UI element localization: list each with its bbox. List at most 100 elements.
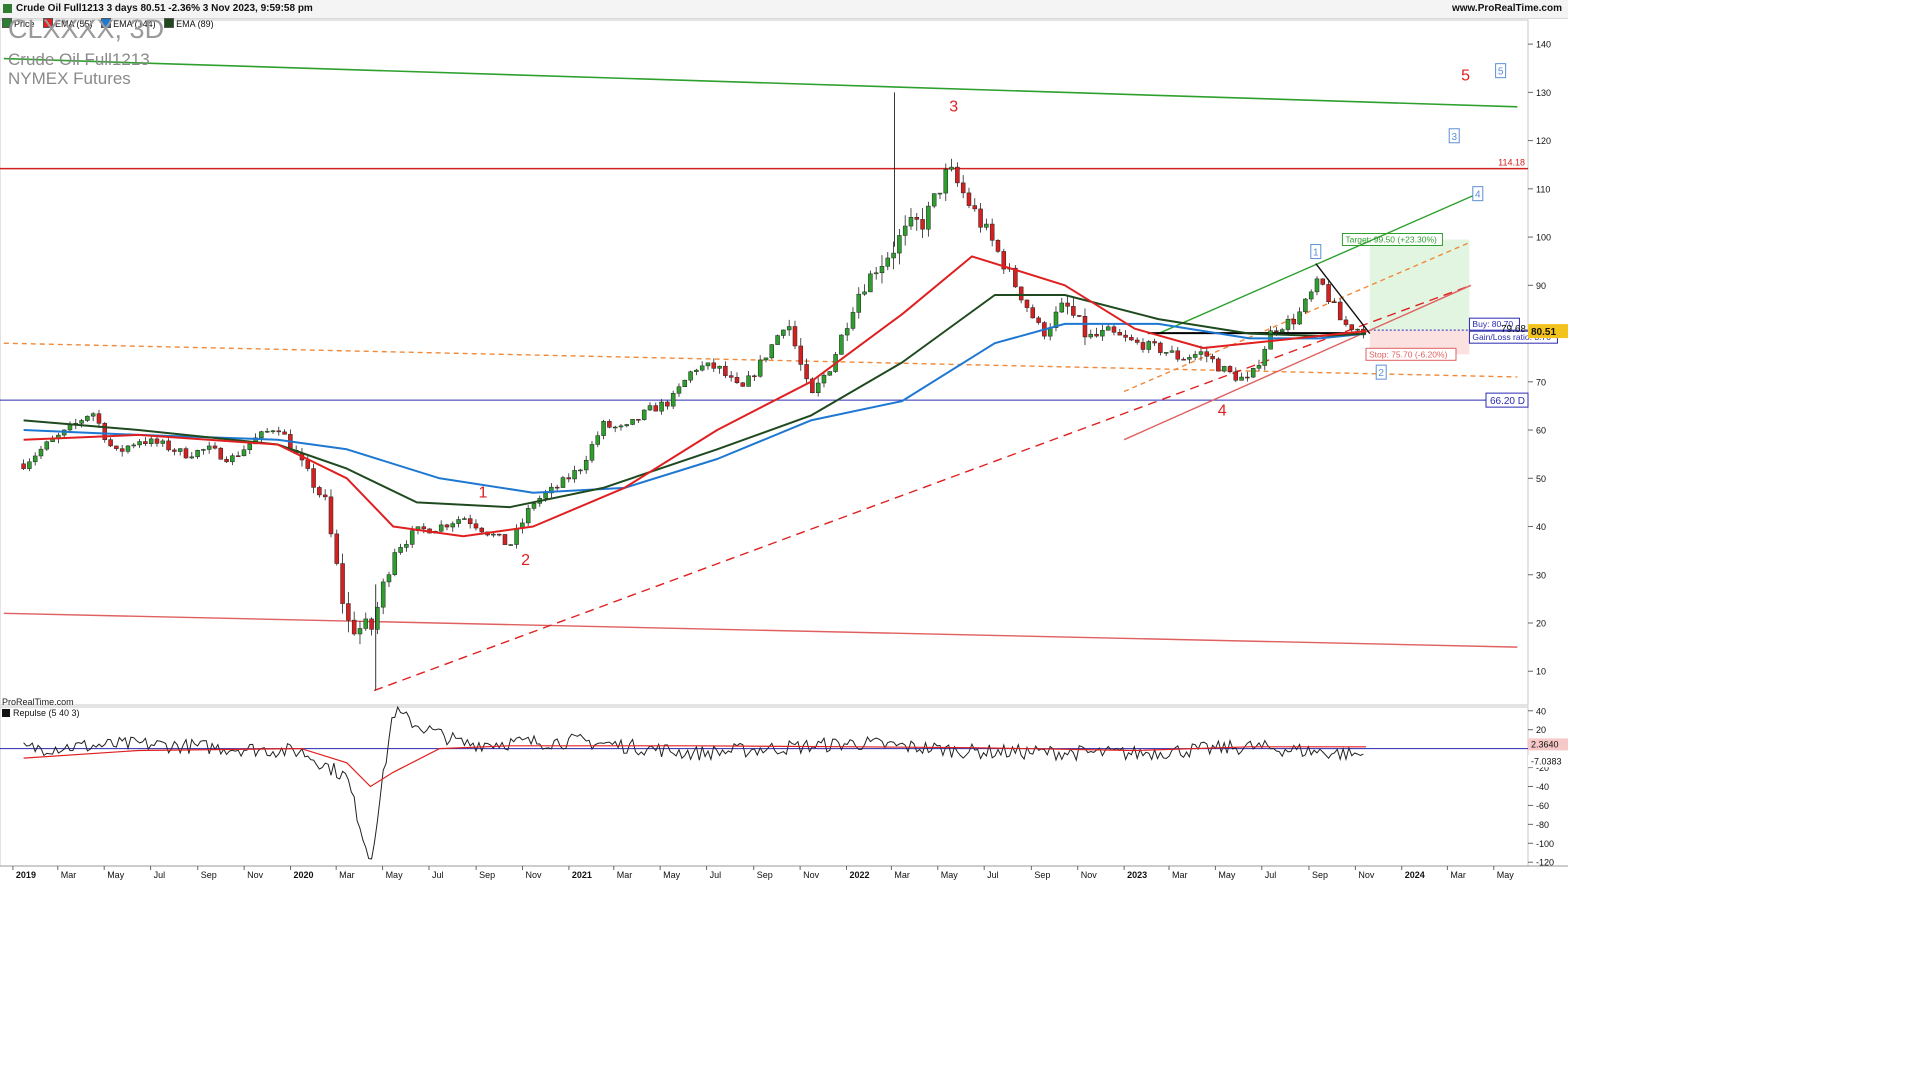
indicator-tick-label-4: -60 <box>1536 801 1549 811</box>
symbol-name: Crude Oil Full1213 <box>8 50 150 69</box>
candle-body <box>508 544 514 546</box>
candle <box>1308 289 1314 302</box>
candle-body <box>166 440 171 451</box>
repulse-fast-line <box>23 705 1364 860</box>
indicator-tick-label-5: -80 <box>1536 820 1549 830</box>
candle-body <box>549 486 554 494</box>
candle <box>311 463 316 494</box>
candle <box>224 456 229 463</box>
candle <box>1169 345 1175 353</box>
candle <box>346 592 351 633</box>
candle <box>960 175 966 199</box>
candle <box>1175 347 1181 362</box>
indicator-panel-legend[interactable]: Repulse (5 40 3) <box>2 708 80 718</box>
candle-body <box>566 477 572 480</box>
candle-body <box>514 528 519 545</box>
repulse-slow-line <box>23 745 1366 788</box>
price-chart: 1401301201101009080706050403020104020-20… <box>0 19 1568 880</box>
candle <box>1094 327 1099 338</box>
candle-body <box>1100 330 1105 337</box>
candle <box>902 215 908 246</box>
candle-body <box>404 544 409 548</box>
legend-swatch-ema55 <box>43 18 54 28</box>
target-label: Target: 99.50 (+23.30%) <box>1345 234 1437 244</box>
candle <box>21 459 26 471</box>
candle-body <box>1053 311 1059 328</box>
projection-box-5 <box>1495 63 1507 79</box>
candle <box>995 239 1001 254</box>
candle <box>462 516 467 520</box>
candle-body <box>1181 358 1186 361</box>
candle-body <box>264 430 270 433</box>
candle <box>357 621 363 645</box>
candle-body <box>1349 324 1355 330</box>
candle <box>955 162 960 187</box>
candle <box>1181 357 1186 361</box>
candle <box>595 431 601 448</box>
candle <box>1192 350 1198 361</box>
legend-item-ema89[interactable]: EMA (89) <box>164 18 214 29</box>
candle <box>728 371 734 382</box>
candle-body <box>235 455 241 457</box>
candle-body <box>1326 284 1331 303</box>
legend-item-ema55[interactable]: EMA (55) <box>43 18 93 29</box>
projection-label-3: 3 <box>1451 132 1457 143</box>
candle <box>85 415 90 422</box>
candle <box>1117 328 1123 336</box>
candle-body <box>32 455 38 463</box>
candle-body <box>340 563 345 604</box>
candle-body <box>746 375 751 387</box>
legend-item-ema144[interactable]: EMA (144) <box>101 18 156 29</box>
candle-body <box>1210 356 1215 360</box>
candle-body <box>114 445 119 449</box>
site-link[interactable]: www.ProRealTime.com <box>1451 3 1562 14</box>
legend-item-price[interactable]: Price <box>2 18 35 29</box>
candle-body <box>1134 339 1140 343</box>
indicator-tick-label-2: -20 <box>1536 763 1549 773</box>
candle <box>775 334 780 345</box>
candle-body <box>189 456 195 459</box>
time-tick-label-26: May <box>1218 870 1236 880</box>
candle-body <box>1262 348 1268 366</box>
candle-body <box>1297 311 1302 325</box>
candle-body <box>1158 342 1163 353</box>
candle <box>844 322 850 342</box>
candle-body <box>868 273 873 293</box>
candle <box>386 571 392 587</box>
candle-body <box>984 223 989 228</box>
candle-body <box>1216 358 1221 372</box>
candle <box>717 365 722 374</box>
candle-body <box>172 449 177 452</box>
wave-label-2: 2 <box>521 552 530 569</box>
candle <box>682 379 688 387</box>
candle-body <box>1065 302 1070 307</box>
time-tick-label-10: Sep <box>479 870 495 880</box>
candle <box>601 419 606 440</box>
time-tick-label-1: Mar <box>61 870 77 880</box>
candle-body <box>786 326 792 331</box>
candle-body <box>873 272 879 275</box>
candle-body <box>647 405 653 411</box>
candle <box>380 578 386 615</box>
candle-body <box>1094 333 1099 337</box>
candle-body <box>90 413 96 417</box>
candle-body <box>143 441 148 444</box>
candle <box>154 436 160 447</box>
candle-body <box>914 217 920 220</box>
candle-body <box>757 359 763 377</box>
level-label-box-1 <box>1485 392 1529 408</box>
candle-body <box>815 382 821 393</box>
candle <box>108 437 113 447</box>
candle <box>276 426 282 436</box>
candle <box>1187 354 1192 364</box>
time-tick-label-28: Sep <box>1312 870 1328 880</box>
candle <box>1314 276 1320 296</box>
candle-body <box>450 523 456 528</box>
price-tick-label-2: 120 <box>1536 136 1551 146</box>
candle-body <box>230 455 235 463</box>
candle-body <box>38 448 44 457</box>
candle <box>1279 327 1285 334</box>
candle <box>560 475 566 488</box>
candle-body <box>636 419 641 421</box>
candle <box>676 383 682 397</box>
